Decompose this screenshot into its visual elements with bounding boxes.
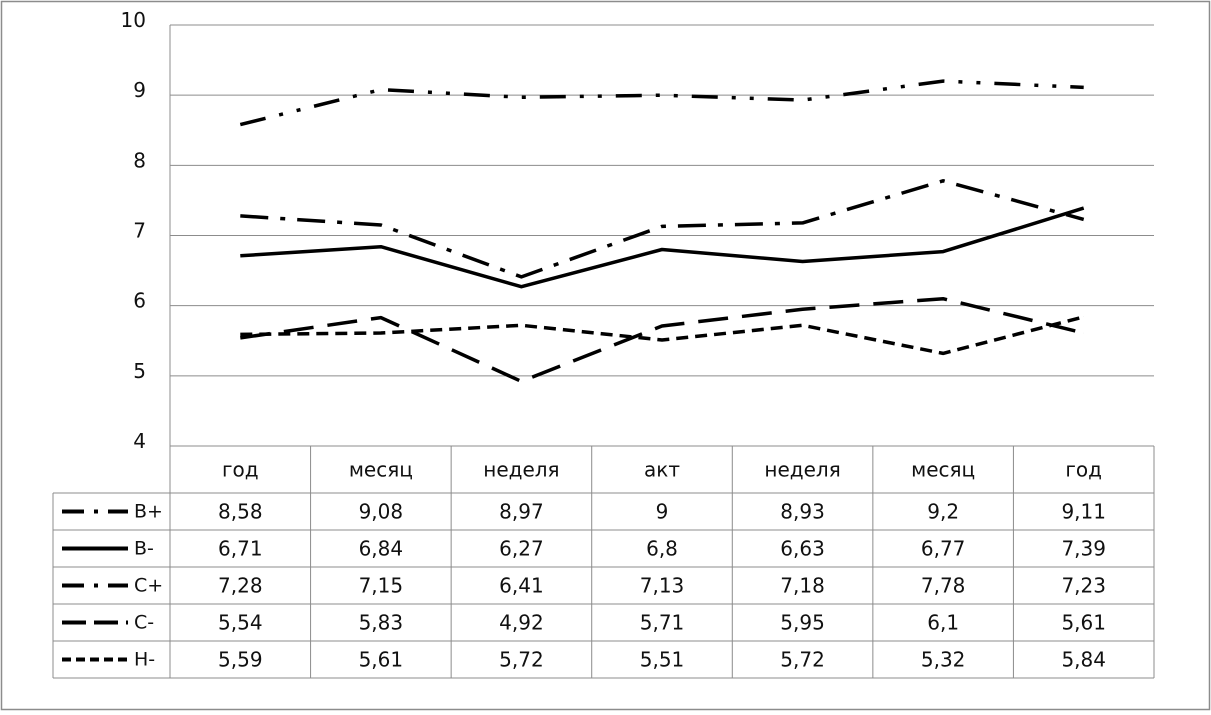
- data-label: 5,61: [359, 648, 404, 672]
- y-tick-label: 6: [133, 289, 146, 313]
- data-label: 7,18: [780, 574, 825, 598]
- series-line-3: [240, 181, 1083, 277]
- data-label: 8,93: [780, 500, 825, 524]
- data-label: 5,59: [218, 648, 263, 672]
- y-tick-label: 4: [133, 429, 146, 453]
- data-label: 7,23: [1061, 574, 1106, 598]
- y-tick-label: 8: [133, 148, 146, 172]
- category-label: месяц: [911, 458, 975, 482]
- series-line-1: [240, 81, 1083, 125]
- category-label: год: [1065, 458, 1102, 482]
- data-label: 9,08: [359, 500, 404, 524]
- legend-label: С+: [134, 575, 163, 597]
- data-label: 9,11: [1061, 500, 1106, 524]
- category-label: месяц: [349, 458, 413, 482]
- data-label: 6,84: [359, 537, 404, 561]
- data-label: 5,72: [780, 648, 825, 672]
- data-label: 5,84: [1061, 648, 1106, 672]
- legend-label: С-: [134, 612, 154, 634]
- data-label: 8,58: [218, 500, 263, 524]
- data-label: 5,72: [499, 648, 544, 672]
- data-label: 6,63: [780, 537, 825, 561]
- legend-label: Н-: [134, 649, 155, 671]
- data-label: 7,15: [359, 574, 404, 598]
- legend-label: В-: [134, 538, 154, 560]
- data-label: 7,78: [921, 574, 966, 598]
- data-label: 6,27: [499, 537, 544, 561]
- data-label: 7,39: [1061, 537, 1106, 561]
- y-tick-label: 5: [133, 359, 146, 383]
- data-label: 4,92: [499, 611, 544, 635]
- data-label: 5,83: [359, 611, 404, 635]
- data-label: 6,8: [646, 537, 678, 561]
- category-label: неделя: [483, 458, 559, 482]
- data-label: 9,2: [927, 500, 959, 524]
- data-label: 6,71: [218, 537, 263, 561]
- data-label: 7,13: [640, 574, 685, 598]
- data-label: 6,77: [921, 537, 966, 561]
- y-tick-label: 10: [121, 8, 146, 32]
- data-label: 8,97: [499, 500, 544, 524]
- data-label: 6,41: [499, 574, 544, 598]
- y-tick-label: 7: [133, 219, 146, 243]
- data-label: 9: [656, 500, 669, 524]
- data-label: 5,61: [1061, 611, 1106, 635]
- data-label: 7,28: [218, 574, 263, 598]
- category-label: неделя: [764, 458, 840, 482]
- data-label: 6,1: [927, 611, 959, 635]
- series-line-2: [240, 208, 1083, 287]
- data-label: 5,95: [780, 611, 825, 635]
- y-tick-label: 9: [133, 78, 146, 102]
- category-label: акт: [644, 458, 680, 482]
- legend-label: В+: [134, 501, 163, 523]
- data-label: 5,51: [640, 648, 685, 672]
- data-label: 5,54: [218, 611, 263, 635]
- data-label: 5,32: [921, 648, 966, 672]
- data-label: 5,71: [640, 611, 685, 635]
- category-label: год: [222, 458, 259, 482]
- series-line-5: [240, 317, 1083, 354]
